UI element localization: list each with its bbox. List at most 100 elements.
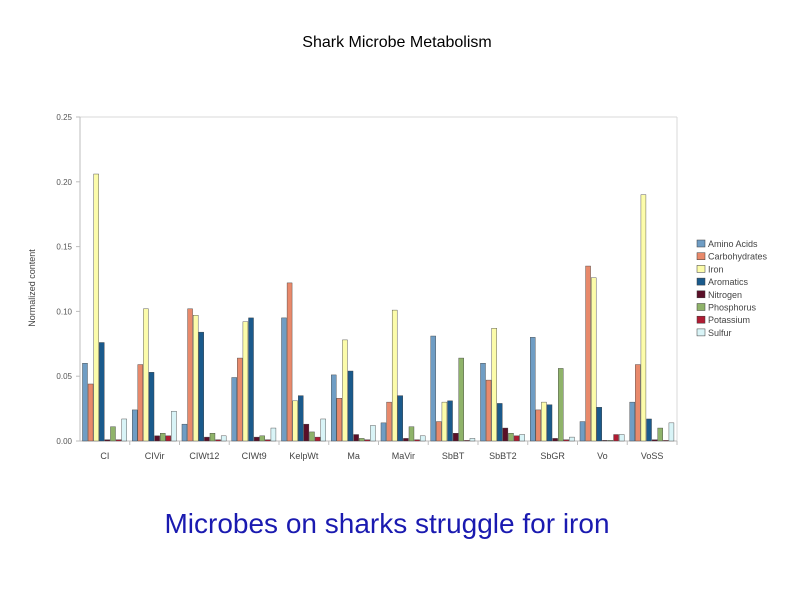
bar (596, 407, 602, 442)
bar (331, 374, 337, 442)
bar (132, 409, 138, 442)
bar (419, 435, 426, 442)
bar (281, 317, 287, 442)
bar (607, 440, 614, 442)
bar (154, 435, 160, 442)
bar (403, 438, 409, 442)
bar (209, 433, 216, 442)
bar (408, 426, 415, 442)
bar (508, 433, 514, 442)
bar (353, 434, 359, 442)
bar (82, 363, 88, 442)
legend: Amino Acids Carbohydrates Iron Aromatics Nit… (696, 239, 768, 338)
bar (148, 372, 155, 442)
x-tick-label: CIWt9 (242, 451, 267, 461)
bar (464, 440, 470, 442)
x-tick-label: CI (100, 451, 109, 461)
y-axis-ticks: 0.00 0.05 0.10 0.15 0.20 0.25 (56, 113, 80, 446)
bar (99, 342, 105, 442)
slide-caption: Microbes on sharks struggle for iron (164, 508, 610, 539)
bar (663, 440, 669, 442)
bar (320, 418, 326, 442)
bar (646, 418, 652, 442)
bar (298, 395, 304, 442)
y-tick-label: 0.10 (56, 307, 72, 316)
bar (143, 308, 149, 442)
bar (397, 395, 403, 442)
bar (613, 434, 619, 442)
y-tick-label: 0.15 (56, 243, 72, 252)
bar (629, 401, 635, 442)
bar (165, 435, 172, 442)
bar (447, 400, 453, 442)
bar (513, 435, 520, 442)
x-tick-label: SbBT (442, 451, 465, 461)
bar (497, 403, 503, 442)
bar (364, 439, 371, 442)
y-axis-title: Normalized content (27, 249, 37, 327)
bar (618, 434, 625, 442)
bar (491, 328, 497, 442)
bar (370, 425, 376, 442)
legend-label: Amino Acids (708, 239, 758, 249)
bar (668, 422, 675, 442)
bar (265, 439, 271, 442)
bar (590, 277, 597, 442)
x-tick-label: Vo (597, 451, 608, 461)
bar (635, 364, 641, 442)
bar (192, 315, 199, 442)
bar (160, 433, 166, 442)
bar (657, 427, 663, 442)
bar (436, 421, 442, 442)
bars (82, 173, 675, 442)
x-tick-label: KelpWt (289, 451, 319, 461)
bar (309, 431, 315, 442)
bar (242, 321, 249, 442)
bar (110, 426, 116, 442)
x-axis-ticks: CI CIVir CIWt12 CIWt9 KelpWt Ma MaVir SbBT SbBT2… (100, 441, 678, 461)
legend-swatch (696, 277, 706, 286)
y-tick-label: 0.25 (56, 113, 72, 122)
bar (391, 309, 398, 442)
bar (519, 434, 525, 442)
bar (336, 398, 343, 442)
legend-swatch (696, 265, 706, 273)
bar (270, 427, 277, 442)
bar (563, 439, 570, 442)
bar (430, 335, 436, 442)
bar (585, 265, 591, 442)
bar (602, 440, 608, 442)
legend-label: Potassium (708, 315, 750, 325)
bar (231, 377, 237, 442)
bar (286, 282, 293, 442)
legend-swatch (696, 328, 706, 337)
x-tick-label: VoSS (641, 451, 664, 461)
legend-swatch (696, 290, 706, 299)
bar (502, 427, 509, 442)
bar (171, 410, 177, 442)
bar (303, 423, 310, 442)
legend-swatch (696, 239, 706, 248)
bar (93, 173, 99, 442)
legend-label: Iron (708, 264, 724, 274)
bar (204, 436, 210, 442)
bar (552, 438, 558, 442)
bar (137, 364, 144, 442)
bar (441, 401, 448, 442)
bar (558, 368, 564, 442)
bar (452, 433, 459, 442)
legend-label: Aromatics (708, 277, 749, 287)
bar (181, 423, 188, 442)
bar (414, 439, 420, 442)
bar (380, 422, 387, 442)
bar (314, 436, 321, 442)
y-tick-label: 0.00 (56, 437, 72, 446)
bar (579, 421, 586, 442)
bar (187, 308, 193, 442)
bar (546, 404, 553, 442)
bar (104, 439, 111, 442)
legend-label: Phosphorus (708, 303, 757, 313)
bar (347, 370, 354, 442)
bar (651, 439, 658, 442)
